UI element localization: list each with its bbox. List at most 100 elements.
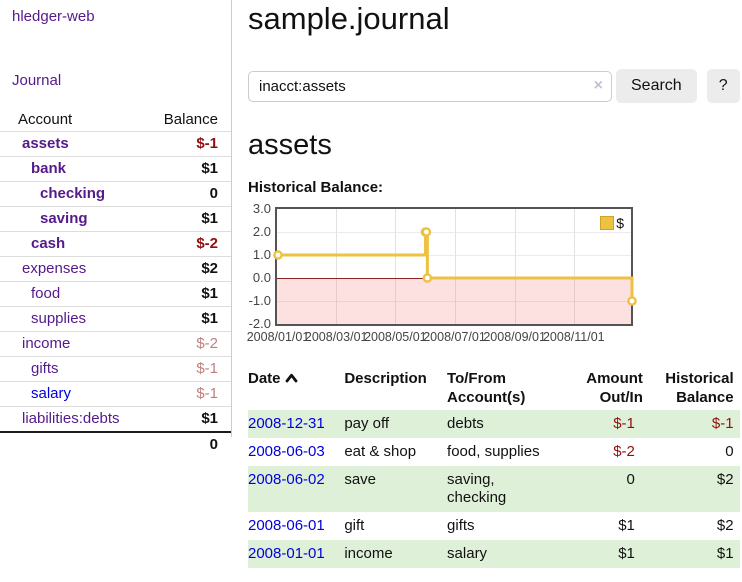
legend-swatch xyxy=(600,216,615,230)
negative-region xyxy=(277,278,631,324)
x-axis-tick-label: 2008/01/01 xyxy=(246,330,310,344)
sidebar-item-journal[interactable]: Journal xyxy=(12,72,62,89)
account-link[interactable]: checking xyxy=(40,185,106,202)
transaction-date-link[interactable]: 2008-12-31 xyxy=(248,415,325,432)
y-axis-tick-label: 3.0 xyxy=(252,201,271,216)
account-row: gifts $-1 xyxy=(0,356,231,382)
transaction-accounts: debts xyxy=(447,415,484,432)
account-balance: $1 xyxy=(201,310,218,327)
register-header-balance: Historical Balance xyxy=(665,370,734,406)
chart-title: Historical Balance: xyxy=(248,179,384,196)
data-point xyxy=(421,227,432,237)
x-axis-tick-label: 2008/11/01 xyxy=(542,330,605,344)
account-page-title: assets xyxy=(248,129,332,161)
account-balance: $-1 xyxy=(196,360,218,377)
transaction-description: save xyxy=(344,471,377,488)
account-row: saving $1 xyxy=(0,206,231,232)
account-balance: $-1 xyxy=(196,135,218,152)
transaction-description: pay off xyxy=(344,415,390,432)
transaction-balance: 0 xyxy=(725,443,734,460)
data-point xyxy=(422,273,433,283)
transaction-amount: $-1 xyxy=(613,415,635,432)
transaction-accounts: saving, checking xyxy=(447,471,507,506)
account-row: checking 0 xyxy=(0,181,231,207)
transaction-accounts: salary xyxy=(447,545,488,562)
account-balance: $-2 xyxy=(196,335,218,352)
search-form: × Search ? xyxy=(248,69,740,103)
transaction-date-link[interactable]: 2008-06-02 xyxy=(248,471,325,488)
transaction-balance: $2 xyxy=(716,471,734,488)
transaction-date-link[interactable]: 2008-06-01 xyxy=(248,517,325,534)
register-table: Date Description To/From Account(s) Amou… xyxy=(248,366,740,568)
register-header-date: Date xyxy=(248,366,344,410)
x-axis-tick-label: 2008/07/01 xyxy=(423,330,486,344)
transaction-accounts: gifts xyxy=(447,517,475,534)
transaction-date-link[interactable]: 2008-01-01 xyxy=(248,545,325,562)
y-axis-tick-label: -2.0 xyxy=(248,316,271,331)
transaction-description: eat & shop xyxy=(344,443,417,460)
y-axis-tick-label: -1.0 xyxy=(248,293,271,308)
account-balance: $-1 xyxy=(196,385,218,402)
transaction-balance: $1 xyxy=(716,545,734,562)
register-row: 2008-12-31 pay off debts $-1 $-1 xyxy=(248,410,740,438)
account-row: food $1 xyxy=(0,281,231,307)
brand-link[interactable]: hledger-web xyxy=(12,8,95,25)
account-link[interactable]: saving xyxy=(40,210,88,227)
chart-plot-area: $ 3.0 2.0 1.0 0.0 -1.0 -2.0 2008/01/01 2008/03/… xyxy=(247,201,637,344)
transaction-description: gift xyxy=(344,517,365,534)
register-header-row: Date Description To/From Account(s) Amou… xyxy=(248,366,740,410)
clear-search-icon[interactable]: × xyxy=(593,77,603,94)
account-link[interactable]: salary xyxy=(31,385,72,402)
register-header-amount: Amount Out/In xyxy=(586,370,643,406)
search-button[interactable]: Search xyxy=(616,69,697,103)
sort-ascending-icon xyxy=(285,373,297,383)
y-axis-tick-label: 2.0 xyxy=(252,224,271,239)
account-balance: $1 xyxy=(201,160,218,177)
register-row: 2008-06-03 eat & shop food, supplies $-2… xyxy=(248,438,740,466)
account-link[interactable]: expenses xyxy=(22,260,87,277)
register-row: 2008-01-01 income salary $1 $1 xyxy=(248,540,740,568)
x-axis-tick-label: 2008/03/01 xyxy=(304,330,368,344)
account-balance: $1 xyxy=(201,210,218,227)
register-row: 2008-06-01 gift gifts $1 $2 xyxy=(248,512,740,540)
help-button[interactable]: ? xyxy=(706,69,740,103)
accounts-total-value: 0 xyxy=(209,436,218,453)
account-row: supplies $1 xyxy=(0,306,231,332)
account-link[interactable]: cash xyxy=(31,235,66,252)
transaction-amount: 0 xyxy=(626,471,635,488)
accounts-table-header: Account Balance xyxy=(0,108,231,132)
account-link[interactable]: bank xyxy=(31,160,67,177)
account-row: cash $-2 xyxy=(0,231,231,257)
account-link[interactable]: gifts xyxy=(31,360,59,377)
search-input[interactable] xyxy=(248,70,612,102)
transaction-accounts: food, supplies xyxy=(447,443,540,460)
accounts-header-account: Account xyxy=(18,111,73,128)
account-row: income $-2 xyxy=(0,331,231,357)
transaction-amount: $1 xyxy=(618,545,635,562)
account-row: salary $-1 xyxy=(0,381,231,407)
y-axis-tick-label: 0.0 xyxy=(252,270,271,285)
legend-label: $ xyxy=(616,215,624,231)
data-point xyxy=(627,296,637,306)
account-link[interactable]: assets xyxy=(22,135,69,152)
account-link[interactable]: liabilities:debts xyxy=(22,410,120,427)
transaction-amount: $1 xyxy=(618,517,635,534)
account-row: bank $1 xyxy=(0,156,231,182)
accounts-total-row: 0 xyxy=(0,432,231,457)
account-row: liabilities:debts $1 xyxy=(0,406,231,433)
register-row: 2008-06-02 save saving, checking 0 $2 xyxy=(248,466,740,512)
account-link[interactable]: food xyxy=(31,285,61,302)
x-axis-tick-label: 2008/09/01 xyxy=(483,330,546,344)
chart-legend: $ xyxy=(598,214,626,232)
account-row: expenses $2 xyxy=(0,256,231,282)
account-link[interactable]: supplies xyxy=(31,310,87,327)
account-balance: $2 xyxy=(201,260,218,277)
page-title: sample.journal xyxy=(248,1,450,36)
register-header-description: Description xyxy=(344,370,427,387)
account-balance: $1 xyxy=(201,285,218,302)
account-balance: $-2 xyxy=(196,235,218,252)
account-row: assets $-1 xyxy=(0,131,231,157)
historical-balance-chart: $ 3.0 2.0 1.0 0.0 -1.0 -2.0 2008/01/01 2008/03/… xyxy=(247,201,670,347)
transaction-date-link[interactable]: 2008-06-03 xyxy=(248,443,325,460)
account-link[interactable]: income xyxy=(22,335,71,352)
